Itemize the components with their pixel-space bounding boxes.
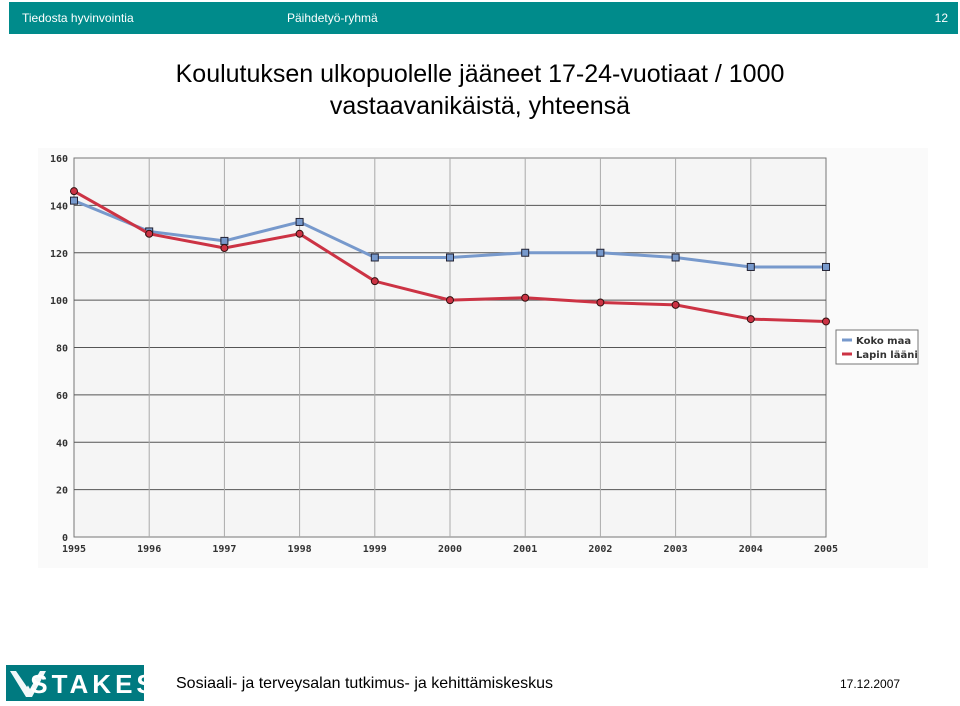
x-tick-label: 1995: [62, 544, 86, 555]
data-point-lapin-laani: [220, 244, 229, 253]
y-tick-label: 20: [56, 486, 68, 497]
data-point-lapin-laani: [671, 300, 680, 309]
slide-title: Koulutuksen ulkopuolelle jääneet 17-24-v…: [0, 58, 960, 122]
data-point-koko-maa: [446, 253, 454, 262]
header-left-text: Tiedosta hyvinvointia: [22, 11, 134, 25]
x-tick-label: 2000: [438, 544, 462, 555]
data-point-lapin-laani: [596, 298, 605, 307]
x-tick-label: 1997: [212, 544, 236, 555]
data-point-koko-maa: [70, 196, 78, 205]
y-tick-label: 120: [50, 249, 68, 260]
data-point-lapin-laani: [822, 317, 830, 326]
y-tick-label: 80: [56, 344, 68, 355]
x-tick-label: 1996: [137, 544, 161, 555]
y-tick-label: 100: [50, 296, 68, 307]
y-tick-label: 160: [50, 154, 68, 165]
data-point-koko-maa: [295, 217, 304, 226]
x-tick-label: 2003: [664, 544, 688, 555]
data-point-koko-maa: [370, 253, 379, 262]
data-point-koko-maa: [596, 248, 605, 257]
chart-svg: 0 20 40 60 80 100 120 140 160 1995 1996 1997 1998 199…: [38, 148, 928, 568]
data-point-koko-maa: [220, 236, 229, 245]
data-point-lapin-laani: [446, 296, 454, 305]
page-number: 12: [934, 11, 948, 25]
y-tick-label: 60: [56, 391, 68, 402]
y-tick-label: 40: [56, 438, 68, 449]
data-point-lapin-laani: [746, 315, 755, 324]
legend-label: Lapin lääni: [856, 350, 918, 361]
y-tick-label: 140: [50, 201, 68, 212]
slide-title-line1: Koulutuksen ulkopuolelle jääneet 17-24-v…: [175, 60, 785, 88]
header-center-text: Päihdetyö-ryhmä: [287, 11, 378, 25]
data-point-lapin-laani: [370, 277, 379, 286]
slide-title-line2: vastaavanikäistä, yhteensä: [329, 92, 631, 120]
data-point-lapin-laani: [521, 293, 530, 302]
data-point-koko-maa: [521, 248, 530, 257]
data-point-koko-maa: [746, 262, 755, 271]
x-tick-label: 2002: [588, 544, 612, 555]
data-point-lapin-laani: [295, 229, 304, 238]
y-tick-label: 0: [62, 533, 68, 544]
data-point-koko-maa: [822, 262, 830, 271]
legend-box: [835, 329, 919, 365]
footer-date: 17.12.2007: [840, 677, 901, 691]
data-point-lapin-laani: [70, 187, 78, 196]
footer-organization: Sosiaali- ja terveysalan tutkimus- ja ke…: [176, 675, 554, 692]
x-tick-label: 1999: [363, 544, 387, 555]
x-tick-label: 2004: [739, 544, 763, 555]
line-chart: 0 20 40 60 80 100 120 140 160 1995 1996 1997 1998 199…: [38, 148, 928, 568]
x-tick-label: 2001: [513, 544, 537, 555]
header-bar: Tiedosta hyvinvointia Päihdetyö-ryhmä 12: [9, 2, 958, 34]
legend-label: Koko maa: [856, 336, 911, 347]
x-tick-label: 2005: [814, 544, 838, 555]
data-point-koko-maa: [671, 253, 680, 262]
x-tick-label: 1998: [288, 544, 312, 555]
data-point-lapin-laani: [145, 229, 154, 238]
